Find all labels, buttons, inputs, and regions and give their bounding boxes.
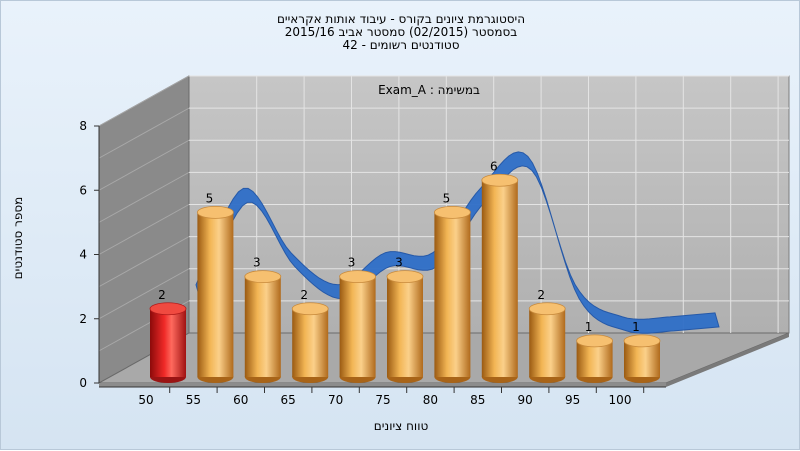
- histogram-bar: [623, 334, 661, 383]
- histogram-bar: [196, 205, 234, 383]
- histogram-bar: [386, 270, 424, 383]
- y-axis-label: מספר סטודנטים: [11, 196, 25, 280]
- bar-data-label: 3: [348, 256, 356, 270]
- grid-line-side: [98, 236, 190, 288]
- bar-data-label: 2: [537, 288, 545, 302]
- y-tick-label: 4: [79, 248, 87, 262]
- bar-data-label: 5: [443, 191, 451, 205]
- x-tick-label: 70: [328, 393, 343, 407]
- histogram-bar: [576, 334, 613, 383]
- grid-line-side: [98, 139, 190, 191]
- x-tick-label: 85: [470, 393, 485, 407]
- x-tick-label: 75: [375, 393, 390, 407]
- x-tick-label: 55: [186, 393, 201, 407]
- histogram-bar: [481, 173, 519, 383]
- bar-data-label: 3: [395, 256, 403, 270]
- grid-line-side: [98, 204, 190, 255]
- x-tick-label: 65: [281, 393, 296, 407]
- histogram-bar: [339, 270, 377, 383]
- chart-title-line-2: בסמסטר (02/2015) סמסטר אביב 2015/16: [284, 25, 518, 39]
- histogram-bar: [433, 205, 471, 383]
- bar-data-label: 1: [585, 320, 593, 334]
- y-tick-label: 6: [79, 183, 87, 197]
- bar-data-label: 5: [206, 191, 214, 205]
- chart-title-line-1: היסטוגרמת ציונים בקורס - עיבוד אותות אקר…: [276, 12, 526, 26]
- histogram-bar: [244, 270, 282, 383]
- chart-floor-edge: [99, 383, 666, 387]
- histogram-bar: [291, 302, 329, 383]
- grid-line-side: [98, 171, 190, 223]
- grid-line-side: [98, 107, 190, 159]
- bar-data-label: 2: [158, 288, 166, 302]
- x-tick-label: 80: [423, 393, 438, 407]
- bar-data-label: 2: [300, 288, 308, 302]
- chart-title-line-3: סטודנטים רשומים - 42: [342, 38, 460, 52]
- x-tick-label: 60: [233, 393, 248, 407]
- bar-data-label: 6: [490, 159, 498, 173]
- y-tick-label: 2: [79, 312, 87, 326]
- grid-line-side: [98, 75, 190, 127]
- x-axis-label: טווח ציונים: [373, 419, 429, 433]
- grid-line-side: [98, 268, 190, 320]
- histogram-bar: [149, 302, 187, 383]
- x-tick-label: 95: [565, 393, 580, 407]
- y-tick-label: 8: [79, 119, 87, 133]
- x-tick-label: 90: [518, 393, 533, 407]
- chart-floor-side-edge: [666, 333, 789, 387]
- y-tick-label: 0: [79, 376, 87, 390]
- bar-data-label: 3: [253, 256, 261, 270]
- histogram-bar: [528, 302, 566, 383]
- x-tick-label: 100: [609, 393, 632, 407]
- x-tick-label: 50: [138, 393, 153, 407]
- chart-subtitle: Exam_A : במשימה: [378, 83, 480, 97]
- bar-data-label: 1: [632, 320, 640, 334]
